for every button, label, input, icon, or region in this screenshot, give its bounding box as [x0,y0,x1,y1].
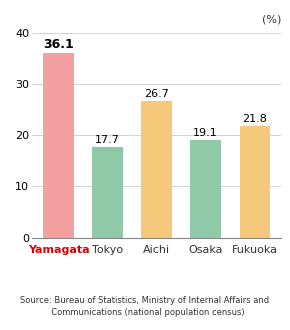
Text: 19.1: 19.1 [193,128,218,138]
Text: Yamagata: Yamagata [28,245,89,255]
Text: Tokyo: Tokyo [92,245,123,255]
Text: 36.1: 36.1 [43,38,74,51]
Text: (%): (%) [262,15,281,25]
Bar [43,53,74,238]
Text: 26.7: 26.7 [144,89,169,99]
Text: Source: Bureau of Statistics, Ministry of Internal Affairs and
  Communications : Source: Bureau of Statistics, Ministry o… [20,296,270,317]
Text: Aichi: Aichi [143,245,170,255]
Text: Osaka: Osaka [188,245,223,255]
Bar [240,126,270,238]
Bar [92,147,123,238]
Text: 17.7: 17.7 [95,135,120,145]
Text: 21.8: 21.8 [242,114,267,124]
Bar [191,140,221,238]
Text: Fukuoka: Fukuoka [232,245,278,255]
Bar [142,101,172,238]
